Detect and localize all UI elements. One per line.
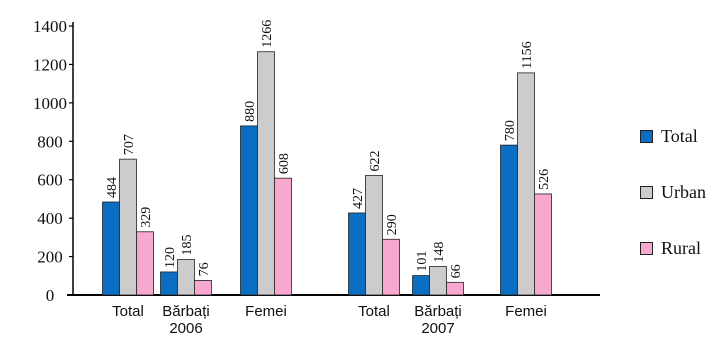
y-tick-label: 400: [37, 209, 63, 228]
data-label: 101: [415, 251, 430, 272]
data-label: 329: [139, 207, 154, 228]
bar-total-0: [102, 201, 120, 296]
x-tick-label: Total: [112, 303, 144, 320]
bar-rural-5: [534, 193, 552, 296]
data-label: 780: [503, 120, 518, 141]
legend-swatch-rural: [640, 241, 653, 255]
data-label: 290: [385, 214, 400, 235]
bar-total-5: [500, 144, 518, 296]
data-label: 185: [180, 234, 195, 255]
legend-swatch-total: [640, 129, 653, 143]
bar-urban-5: [517, 72, 535, 296]
bar-rural-4: [446, 281, 464, 296]
legend-item-urban: Urban: [640, 164, 724, 220]
bar-rural-3: [382, 238, 400, 296]
bar-urban-3: [365, 175, 383, 296]
x-tick-label: Femei: [505, 303, 547, 320]
data-label: 148: [432, 242, 447, 263]
bar-total-4: [412, 275, 430, 296]
x-tick-label: Bărbați: [414, 303, 462, 320]
legend-label-total: Total: [661, 125, 698, 146]
y-tick-label: 1200: [33, 55, 67, 74]
bar-urban-1: [177, 259, 195, 296]
bar-rural-0: [136, 231, 154, 296]
bar-urban-2: [257, 51, 275, 296]
data-label: 1156: [520, 41, 535, 68]
data-label: 526: [537, 169, 552, 190]
y-tick-label: 0: [46, 286, 55, 305]
y-tick-label: 1000: [33, 94, 67, 113]
x-tick-sublabel: 2006: [169, 320, 202, 337]
data-label: 1266: [260, 20, 275, 48]
legend-swatch-urban: [640, 185, 653, 199]
data-label: 120: [163, 247, 178, 268]
bar-rural-2: [274, 177, 292, 296]
legend-label-rural: Rural: [661, 237, 701, 258]
data-label: 622: [368, 150, 383, 171]
bar-total-2: [240, 125, 258, 296]
y-tick-label: 1400: [33, 17, 67, 36]
bars: [102, 51, 552, 296]
x-tick-label: Femei: [245, 303, 287, 320]
bar-total-3: [348, 212, 366, 296]
data-label: 76: [197, 262, 212, 276]
data-label: 880: [243, 101, 258, 122]
bar-urban-0: [119, 158, 137, 296]
legend: Total Urban Rural: [640, 108, 724, 276]
data-label: 66: [449, 264, 464, 278]
y-axis: 0 200 400 600 800 1000 1200 1400: [33, 17, 74, 305]
bar-urban-4: [429, 266, 447, 296]
data-label: 707: [122, 134, 137, 155]
bar-total-1: [160, 271, 178, 296]
legend-item-total: Total: [640, 108, 724, 164]
data-label: 484: [105, 177, 120, 198]
legend-label-urban: Urban: [661, 181, 706, 202]
legend-item-rural: Rural: [640, 220, 724, 276]
x-tick-label: Bărbați: [162, 303, 210, 320]
y-tick-label: 200: [37, 248, 63, 267]
y-tick-label: 600: [37, 171, 63, 190]
y-tick-label: 800: [37, 132, 63, 151]
x-tick-label: Total: [358, 303, 390, 320]
data-label: 427: [351, 188, 366, 209]
data-label: 608: [277, 153, 292, 174]
x-tick-sublabel: 2007: [421, 320, 454, 337]
bar-rural-1: [194, 279, 212, 296]
